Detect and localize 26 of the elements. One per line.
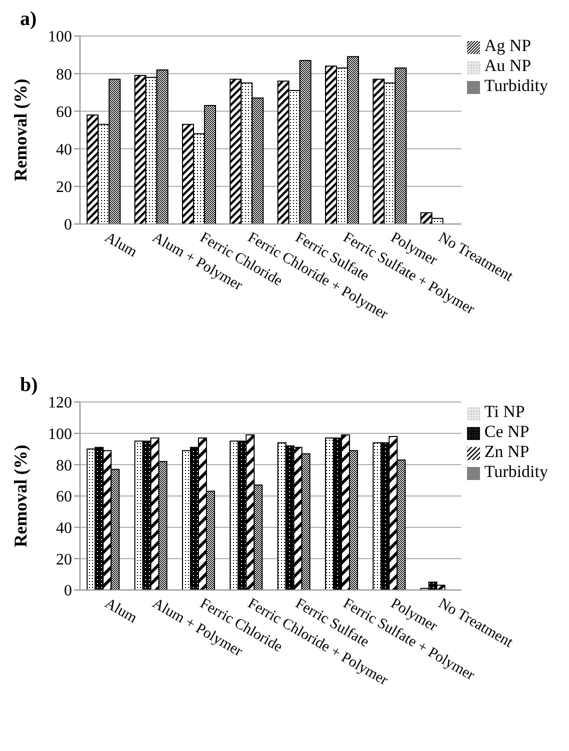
y-tick-label: 40 xyxy=(56,520,72,538)
y-axis-title: Removal (%) xyxy=(10,444,30,548)
legend-label: Au NP xyxy=(484,56,532,75)
y-tick-label: 80 xyxy=(56,66,72,84)
y-tick-label: 20 xyxy=(56,551,72,568)
chart-title: a) xyxy=(20,8,37,31)
legend-label: Turbidity xyxy=(484,76,548,95)
y-tick-label: 40 xyxy=(56,141,72,158)
y-tick-label: 60 xyxy=(56,488,72,506)
x-tick-label: Alum xyxy=(102,596,140,627)
y-tick-label: 100 xyxy=(48,426,72,444)
y-tick-label: 20 xyxy=(56,179,72,196)
y-tick-label: 120 xyxy=(48,394,72,412)
y-tick-label: 80 xyxy=(56,457,72,474)
legend-label: Turbidity xyxy=(484,462,548,481)
chart-title: b) xyxy=(20,374,38,397)
y-tick-label: 60 xyxy=(56,104,72,121)
y-axis-title: Removal (%) xyxy=(10,78,30,182)
y-tick-label: 100 xyxy=(48,28,72,46)
y-tick-label: 0 xyxy=(64,582,72,600)
y-tick-label: 0 xyxy=(64,216,72,234)
legend-label: Ce NP xyxy=(484,422,530,441)
legend-label: Zn NP xyxy=(484,442,530,461)
legend-label: Ti NP xyxy=(484,402,525,421)
legend-label: Ag NP xyxy=(484,36,532,55)
x-tick-label: Alum xyxy=(102,230,140,261)
